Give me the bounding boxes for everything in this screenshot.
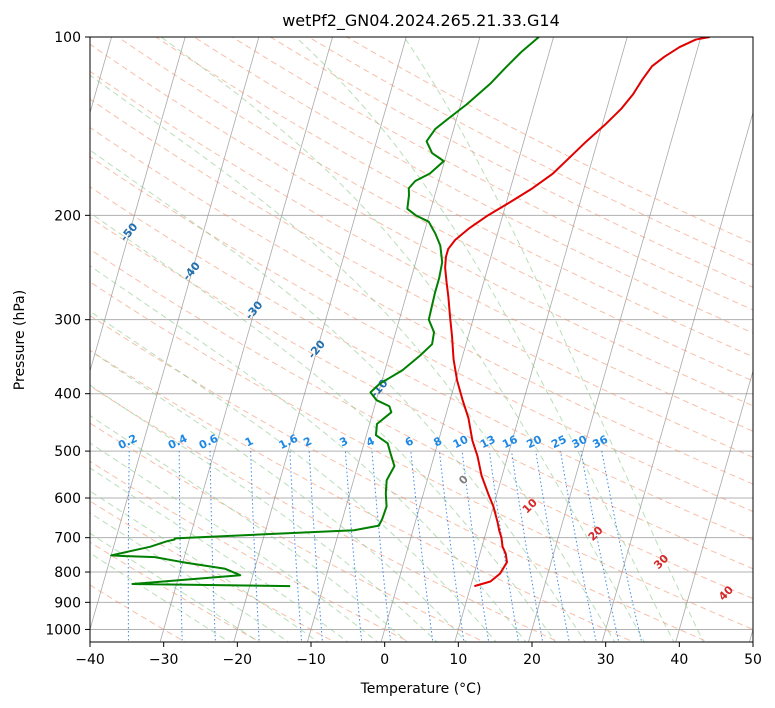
moist-adiabat-line bbox=[90, 490, 319, 642]
x-tick-label: 40 bbox=[670, 652, 688, 668]
dry-adiabat-line bbox=[90, 541, 261, 642]
profiles bbox=[110, 37, 710, 588]
mixing-ratio-label: 20 bbox=[525, 433, 545, 452]
x-tick-label: 50 bbox=[744, 652, 762, 668]
moist-adiabat-line bbox=[403, 37, 704, 642]
isotherm-line bbox=[528, 37, 702, 642]
mixing-ratio-label: 0.1 bbox=[69, 432, 92, 452]
mixing-ratio-line bbox=[78, 451, 82, 644]
mixing-ratio-line bbox=[580, 451, 620, 642]
dry-adiabat-line bbox=[155, 37, 753, 358]
isotherm-line bbox=[159, 37, 333, 642]
y-tick-label: 700 bbox=[54, 531, 81, 547]
mixing-ratio-label: 25 bbox=[549, 433, 568, 451]
axis-ticks: −40 −30 −20 −10 0 10 20 30 40 50 100 200 300 400 500 60… bbox=[45, 30, 762, 668]
dry-adiabat-line bbox=[90, 584, 187, 642]
dry-adiabat-line bbox=[90, 422, 486, 642]
plot-frame bbox=[89, 36, 754, 643]
chart-title: wetPf2_GN04.2024.265.21.33.G14 bbox=[282, 11, 560, 31]
dry-adiabat-line bbox=[90, 248, 753, 600]
dry-adiabat-line bbox=[90, 385, 560, 642]
moist-adiabat-line bbox=[90, 74, 616, 642]
isotherm-line bbox=[307, 37, 481, 642]
moist-adiabat-line bbox=[160, 37, 645, 642]
mixing-ratio-line bbox=[461, 451, 490, 642]
dry-adiabat-line bbox=[90, 460, 411, 642]
mixing-ratio-label: 30 bbox=[570, 433, 590, 452]
y-axis-title: Pressure (hPa) bbox=[12, 290, 28, 390]
x-tick-label: 20 bbox=[523, 652, 541, 668]
isotherm-line bbox=[90, 37, 260, 631]
mixing-ratio-line bbox=[559, 451, 597, 642]
y-tick-label: 200 bbox=[54, 208, 81, 224]
plot-background bbox=[90, 37, 753, 642]
moist-adiabat-line bbox=[90, 350, 468, 642]
x-tick-label: −30 bbox=[149, 652, 179, 668]
isotherm-line bbox=[233, 37, 407, 642]
y-tick-label: 400 bbox=[54, 387, 81, 403]
temperature-profile bbox=[444, 37, 710, 588]
moist-adiabat-line bbox=[90, 265, 527, 642]
y-tick-label: 500 bbox=[54, 444, 81, 460]
mixing-ratio-line bbox=[127, 451, 130, 642]
mixing-ratio-line bbox=[209, 451, 216, 642]
mixing-ratio-label: 13 bbox=[478, 433, 497, 451]
isotherm-line bbox=[675, 369, 753, 642]
dry-adiabat-line bbox=[90, 217, 753, 570]
dry-adiabat-line bbox=[90, 281, 753, 630]
y-tick-label: 800 bbox=[54, 565, 81, 581]
dry-adiabat-line bbox=[90, 186, 753, 541]
x-tick-label: 30 bbox=[597, 652, 615, 668]
x-tick-label: 0 bbox=[380, 652, 389, 668]
x-tick-label: −40 bbox=[75, 652, 105, 668]
dry-adiabat-label: -70 bbox=[0, 142, 16, 166]
mixing-ratio-label: 10 bbox=[451, 433, 471, 452]
moist-adiabat-line bbox=[295, 37, 675, 642]
moist-adiabat-line bbox=[90, 415, 408, 642]
dry-adiabat-line bbox=[270, 37, 753, 288]
moist-adiabat-line bbox=[90, 310, 497, 642]
x-tick-label: −20 bbox=[223, 652, 253, 668]
moist-adiabat-line bbox=[90, 467, 349, 642]
mixing-ratio-label: 36 bbox=[590, 433, 610, 452]
y-tick-label: 300 bbox=[54, 313, 81, 329]
y-tick-label: 100 bbox=[54, 30, 81, 46]
mixing-ratio-line bbox=[511, 451, 544, 642]
isotherm-line bbox=[90, 37, 186, 373]
mixing-ratio-line bbox=[178, 451, 183, 642]
dewpoint-profile bbox=[110, 37, 540, 588]
dry-adiabat-line bbox=[193, 37, 753, 334]
moist-adiabat-line bbox=[90, 384, 438, 642]
mixing-ratio-line bbox=[250, 451, 260, 642]
isotherm-line bbox=[601, 111, 753, 642]
x-tick-label: −10 bbox=[296, 652, 326, 668]
mixing-ratio-label: 16 bbox=[500, 433, 520, 452]
dry-adiabat-line bbox=[90, 156, 753, 513]
isotherm-line bbox=[454, 37, 628, 642]
dry-adiabat-line bbox=[90, 70, 753, 432]
moist-adiabat-line bbox=[90, 512, 290, 642]
y-tick-label: 1000 bbox=[45, 622, 81, 638]
y-tick-label: 600 bbox=[54, 491, 81, 507]
moist-adiabat-line bbox=[90, 212, 557, 642]
moist-adiabat-line bbox=[90, 149, 586, 642]
mixing-ratio-line bbox=[535, 451, 570, 642]
dry-adiabat-line bbox=[90, 98, 753, 458]
dry-adiabat-line bbox=[90, 349, 635, 642]
y-tick-label: 900 bbox=[54, 595, 81, 611]
dry-adiabat-label: -60 bbox=[55, 181, 78, 205]
x-tick-label: 10 bbox=[449, 652, 467, 668]
x-axis-title: Temperature (°C) bbox=[360, 681, 482, 697]
mixing-ratio-line bbox=[488, 451, 520, 642]
mixing-ratio-line bbox=[601, 451, 643, 642]
